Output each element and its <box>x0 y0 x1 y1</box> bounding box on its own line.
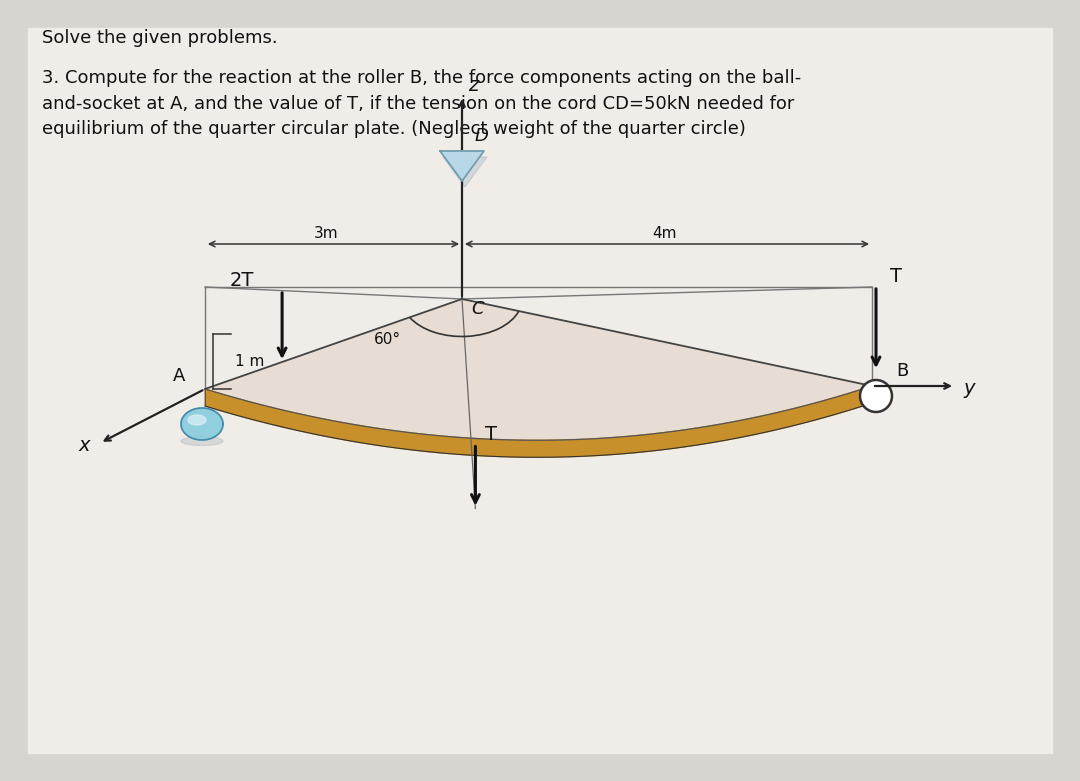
Text: A: A <box>173 367 186 385</box>
Text: T: T <box>890 267 902 286</box>
Polygon shape <box>205 386 872 457</box>
Text: 2T: 2T <box>230 271 255 290</box>
Text: T: T <box>485 425 498 444</box>
Text: D: D <box>475 127 489 145</box>
Text: C: C <box>471 300 484 318</box>
Polygon shape <box>440 151 484 181</box>
Text: y: y <box>963 379 974 398</box>
Text: B: B <box>896 362 908 380</box>
Text: 3. Compute for the reaction at the roller B, the force components acting on the : 3. Compute for the reaction at the rolle… <box>42 69 801 138</box>
Circle shape <box>860 380 892 412</box>
Polygon shape <box>181 408 222 440</box>
Polygon shape <box>443 157 487 187</box>
Text: z: z <box>468 76 478 95</box>
Text: Solve the given problems.: Solve the given problems. <box>42 29 278 47</box>
Text: 60°: 60° <box>374 332 401 347</box>
Text: x: x <box>78 436 90 455</box>
Polygon shape <box>205 299 872 440</box>
Ellipse shape <box>181 437 222 445</box>
Text: 4m: 4m <box>652 226 676 241</box>
Text: 1 m: 1 m <box>235 354 265 369</box>
Polygon shape <box>188 415 206 425</box>
Text: 3m: 3m <box>313 226 338 241</box>
